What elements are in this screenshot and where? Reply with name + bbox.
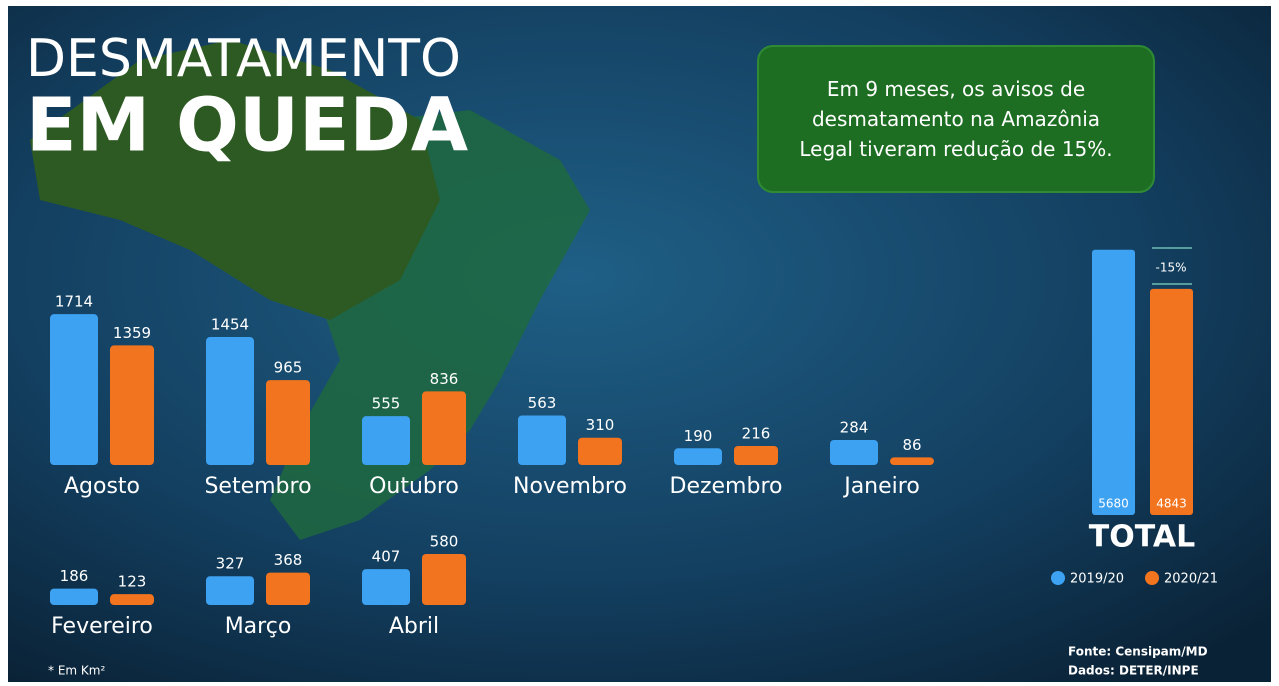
bar bbox=[578, 437, 622, 465]
map-amazon-forest bbox=[30, 40, 440, 320]
category-label: Setembro bbox=[204, 474, 311, 499]
value-label: 1714 bbox=[55, 293, 93, 311]
bar bbox=[890, 457, 934, 465]
category-label: Outubro bbox=[369, 474, 459, 499]
bar bbox=[362, 416, 410, 465]
category-label: Fevereiro bbox=[51, 614, 153, 639]
value-label: 190 bbox=[684, 427, 713, 445]
bar bbox=[362, 569, 410, 605]
annotation-box: Em 9 meses, os avisos de desmatamento na… bbox=[757, 45, 1155, 193]
source: Fonte: Censipam/MD bbox=[1068, 645, 1208, 659]
value-label: 368 bbox=[274, 551, 303, 569]
value-label: 86 bbox=[902, 436, 921, 454]
value-label: 1359 bbox=[113, 324, 151, 342]
bar bbox=[50, 314, 98, 465]
bar bbox=[266, 572, 310, 605]
subtitle: EM QUEDA bbox=[26, 83, 468, 169]
total-bar bbox=[1150, 288, 1193, 515]
bar bbox=[422, 553, 466, 605]
note: * Em Km² bbox=[48, 664, 105, 678]
bar bbox=[110, 594, 154, 605]
bar bbox=[110, 345, 154, 465]
bar bbox=[518, 415, 566, 465]
bar bbox=[734, 445, 778, 465]
legend-swatch bbox=[1145, 571, 1159, 585]
legend-label: 2020/21 bbox=[1164, 572, 1218, 587]
category-label: Agosto bbox=[64, 474, 140, 499]
value-label: 123 bbox=[118, 573, 147, 591]
bar bbox=[422, 391, 466, 465]
category-label: Novembro bbox=[513, 474, 627, 499]
value-label: 580 bbox=[430, 532, 459, 550]
source: Dados: DETER/INPE bbox=[1068, 664, 1199, 678]
legend-swatch bbox=[1051, 571, 1065, 585]
value-label: 284 bbox=[840, 419, 869, 437]
total-value: 5680 bbox=[1098, 497, 1129, 511]
total-label: TOTAL bbox=[1089, 520, 1195, 555]
value-label: 216 bbox=[742, 424, 771, 442]
category-label: Abril bbox=[389, 614, 439, 639]
value-label: 310 bbox=[586, 416, 615, 434]
category-label: Março bbox=[225, 614, 292, 639]
legend-label: 2019/20 bbox=[1070, 572, 1124, 587]
total-change: -15% bbox=[1155, 261, 1186, 275]
value-label: 407 bbox=[372, 548, 401, 566]
bar bbox=[830, 440, 878, 465]
bar bbox=[206, 576, 254, 605]
value-label: 1454 bbox=[211, 316, 249, 334]
value-label: 186 bbox=[60, 567, 89, 585]
bar bbox=[674, 448, 722, 465]
value-label: 563 bbox=[528, 394, 557, 412]
value-label: 327 bbox=[216, 555, 245, 573]
category-label: Dezembro bbox=[670, 474, 783, 499]
total-value: 4843 bbox=[1156, 497, 1187, 511]
bar bbox=[266, 380, 310, 465]
value-label: 965 bbox=[274, 359, 303, 377]
value-label: 555 bbox=[372, 395, 401, 413]
bar bbox=[50, 588, 98, 605]
title: DESMATAMENTO bbox=[26, 29, 461, 89]
category-label: Janeiro bbox=[842, 474, 920, 499]
bar bbox=[206, 337, 254, 465]
value-label: 836 bbox=[430, 370, 459, 388]
total-bar bbox=[1092, 249, 1135, 515]
